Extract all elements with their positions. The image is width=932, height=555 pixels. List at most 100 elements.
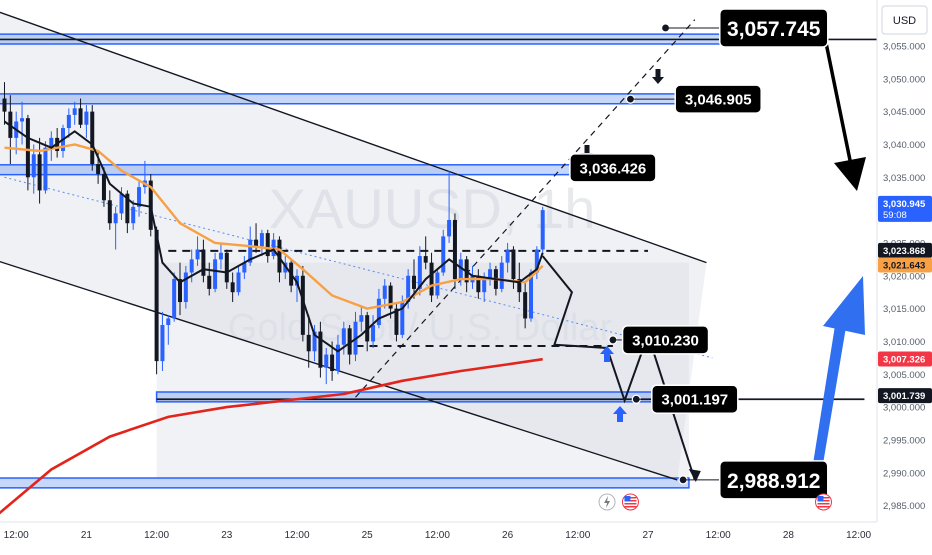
- price-tick-label: 2,985.000: [883, 501, 925, 512]
- candle-body: [429, 262, 434, 296]
- candle: [154, 226, 159, 375]
- time-tick-label: 23: [221, 530, 233, 541]
- candle-body: [49, 137, 54, 148]
- arrow-layer: [581, 32, 866, 482]
- candle: [499, 256, 504, 293]
- candle-body: [359, 315, 364, 322]
- candle: [172, 272, 177, 322]
- candle-body: [517, 279, 522, 293]
- candle-body: [148, 180, 153, 230]
- candle: [312, 325, 317, 362]
- diagonal-trend-line[interactable]: [355, 19, 696, 398]
- time-tick-label: 21: [81, 530, 93, 541]
- candle-body: [66, 114, 71, 129]
- time-tick-label: 12:00: [846, 530, 871, 541]
- callout-box: [569, 153, 657, 183]
- candle: [31, 144, 36, 194]
- supply-demand-zone-4[interactable]: [0, 477, 690, 489]
- candle: [224, 249, 229, 289]
- supply-demand-zone-3[interactable]: [155, 391, 690, 403]
- candle: [300, 265, 305, 342]
- callout-box: [719, 460, 829, 500]
- price-callout[interactable]: 3,057.745: [660, 8, 829, 48]
- candle: [166, 315, 171, 345]
- price-tick-label: 3,020.000: [883, 271, 925, 282]
- candle: [148, 174, 153, 237]
- candle: [318, 321, 323, 378]
- time-tick-label: 25: [362, 530, 374, 541]
- price-callout[interactable]: 3,010.230: [608, 325, 710, 355]
- candle: [78, 98, 83, 129]
- candle: [447, 170, 452, 243]
- candle-body: [160, 325, 165, 362]
- candle-body: [201, 249, 206, 276]
- candle: [306, 315, 311, 368]
- price-callout[interactable]: 3,046.905: [625, 84, 762, 114]
- channel-upper-line[interactable]: [0, 10, 707, 264]
- moving-average-layer: [0, 120, 544, 515]
- candle: [178, 262, 182, 316]
- price-tag-bg: [878, 242, 932, 258]
- candle-body: [394, 308, 399, 335]
- candle-body: [137, 187, 142, 207]
- callout-layer: 3,057.745 3,046.905 3,036.426 3,010.230 3,00…: [569, 8, 829, 500]
- us-flag-event-icon[interactable]: [621, 493, 639, 511]
- up-arrow-icon: [613, 406, 627, 422]
- candle-body: [236, 272, 241, 293]
- candle: [131, 200, 136, 230]
- price-callout[interactable]: 2,988.912: [678, 460, 829, 500]
- candle: [423, 236, 428, 270]
- candle: [341, 321, 346, 355]
- candle-body: [371, 325, 376, 342]
- flag-canton: [817, 496, 824, 501]
- candle: [84, 105, 89, 138]
- candle: [183, 265, 188, 309]
- price-tick-label: 3,040.000: [883, 140, 925, 151]
- price-callout[interactable]: 3,036.426: [569, 153, 657, 183]
- shaded-range-box: [156, 262, 689, 480]
- candle-body: [412, 275, 416, 289]
- tradingview-logo: [878, 539, 932, 550]
- price-tag-bg: [878, 195, 932, 222]
- candle: [488, 262, 493, 286]
- candle-body: [441, 236, 446, 273]
- time-tick-label: 12:00: [706, 530, 731, 541]
- channel-lower-line[interactable]: [0, 259, 678, 481]
- candle-body: [529, 272, 533, 319]
- flash-event-icon[interactable]: [598, 493, 616, 511]
- time-tick-label: 12:00: [425, 530, 450, 541]
- candle: [376, 288, 381, 329]
- price-tag-countdown: 59:08: [883, 210, 907, 221]
- up-arrow-icon: [600, 346, 614, 362]
- price-tag: 3,001.739: [878, 388, 932, 404]
- candle: [523, 282, 528, 329]
- time-axis[interactable]: 12:00 21 12:00 23 12:00 25 12:00 26 12:00 27 12:00…: [0, 493, 932, 550]
- big-down-arrow-icon: [834, 157, 866, 191]
- us-flag-event-icon[interactable]: [815, 493, 832, 511]
- callout-box: [719, 8, 829, 48]
- candle-body: [505, 249, 510, 263]
- candle: [66, 108, 71, 138]
- candle: [388, 282, 393, 319]
- candle: [265, 229, 270, 263]
- big-up-arrow-shaft: [812, 313, 848, 470]
- candle: [2, 82, 7, 125]
- candle-body: [113, 213, 118, 224]
- candle: [195, 236, 200, 266]
- candle: [429, 252, 434, 303]
- price-tick-label: 2,995.000: [883, 435, 925, 446]
- flag-stripe: [817, 506, 830, 508]
- candle: [201, 239, 206, 283]
- candle: [213, 252, 218, 293]
- callout-label: 3,036.426: [580, 160, 647, 177]
- candle-body: [195, 249, 200, 260]
- currency-button[interactable]: USD: [881, 5, 928, 35]
- flash-icon: [604, 496, 611, 508]
- price-callout[interactable]: 3,001.197: [631, 384, 739, 414]
- time-tick-label: 12:00: [565, 530, 590, 541]
- candle-body: [183, 272, 188, 303]
- candle-body: [125, 193, 130, 224]
